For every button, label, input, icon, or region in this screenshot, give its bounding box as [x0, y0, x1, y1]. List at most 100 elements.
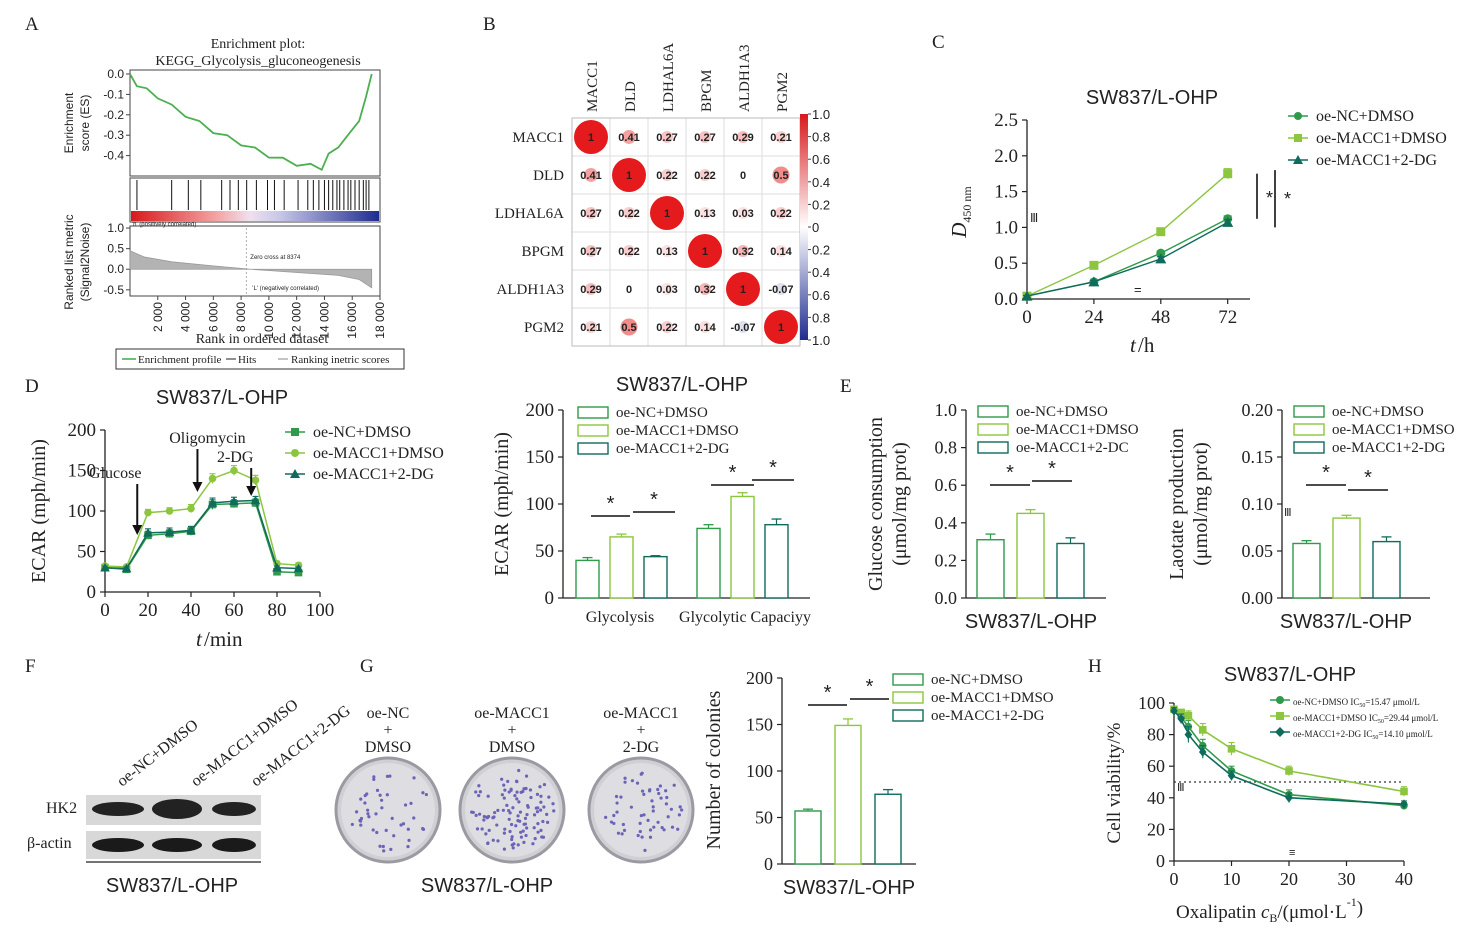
- colony-dot: [515, 790, 519, 794]
- colony-dot: [538, 785, 542, 789]
- legend-swatch: [977, 423, 1009, 436]
- y-tick-label: 0.05: [1242, 541, 1274, 561]
- zero-cross-label: Zero cross at 8374: [250, 255, 301, 261]
- heatmap-value: 1: [588, 132, 594, 144]
- heatmap-value: 0.14: [770, 246, 792, 258]
- heatmap-row-label: LDHAL6A: [495, 206, 564, 222]
- y-axis-label: ECAR (mph/min): [491, 432, 513, 576]
- colony-dot: [503, 827, 507, 831]
- bar: [575, 559, 600, 599]
- bar: [794, 810, 822, 865]
- y-tick-label: 200: [526, 400, 555, 421]
- heatmap-circle: [585, 283, 597, 295]
- x-category-label: Glycolysis: [586, 609, 654, 626]
- colony-dot: [363, 801, 367, 805]
- heatmap-value: 0.32: [732, 246, 753, 258]
- heatmap-value: 0.22: [656, 322, 677, 334]
- colony-dot: [524, 774, 529, 778]
- data-point: [1285, 793, 1293, 803]
- legend-marker: [1276, 712, 1284, 720]
- colony-dot: [516, 814, 520, 818]
- heatmap-value: 0.27: [580, 208, 601, 220]
- heatmap-circle: [574, 120, 608, 154]
- rank-x-tick-label: 16 000: [345, 302, 359, 339]
- data-point: [251, 476, 260, 485]
- rank-tick-label: 0.0: [107, 262, 124, 276]
- colony-dot: [424, 792, 428, 797]
- heatmap-value: 0.27: [694, 132, 715, 144]
- heatmap-value: 1: [702, 246, 708, 258]
- y-axis-label: Glucose consumption: [865, 417, 887, 591]
- heatmap-row-label: ALDH1A3: [497, 282, 565, 298]
- panel-label-D: D: [25, 376, 39, 397]
- colony-dot: [374, 812, 378, 816]
- y-tick-label: 0.10: [1242, 494, 1274, 514]
- y-tick-label: 40: [1147, 788, 1165, 808]
- colony-dot: [474, 790, 478, 794]
- plate-label: oe-MACC1: [474, 705, 550, 722]
- colony-dot: [547, 795, 551, 799]
- blot-row-label: β-actin: [27, 835, 72, 852]
- x-axis-label: SW837/L-OHP: [1280, 611, 1412, 633]
- heatmap-circle: [661, 321, 673, 333]
- colony-dot: [619, 795, 623, 799]
- data-point: [1156, 248, 1166, 258]
- sig-star: *: [729, 462, 737, 484]
- heatmap-circle: [661, 245, 673, 257]
- heatmap-circle: [585, 245, 597, 257]
- rank-x-tick-label: 10 000: [262, 302, 276, 339]
- colony-dot: [546, 820, 550, 824]
- y-tick-label: 100: [746, 761, 773, 781]
- colorbar-tick-label: 0.6: [812, 288, 830, 303]
- heatmap-col-label: MACC1: [585, 60, 601, 112]
- gsea-legend-box: [115, 348, 405, 370]
- plate-label: oe-MACC1: [603, 705, 679, 722]
- data-point: [1227, 745, 1236, 753]
- colony-dot: [662, 828, 666, 832]
- x-axis-label: Oxalipatin cB/(μmol·L-1): [1176, 895, 1363, 925]
- heatmap-circle: [623, 207, 635, 219]
- rank-x-tick-label: 4 000: [179, 302, 193, 332]
- legend-label: oe-NC+DMSO: [1316, 108, 1414, 125]
- panel-label-G: G: [360, 656, 374, 677]
- heatmap-circle: [699, 321, 711, 333]
- annotation-arrowhead: [246, 486, 257, 496]
- colony-dot: [629, 805, 634, 809]
- x-tick-label: 48: [1151, 307, 1170, 328]
- heatmap-value: 0.27: [580, 246, 601, 258]
- colony-dot: [604, 815, 608, 819]
- colony-dot: [371, 828, 375, 832]
- colony-dot: [642, 792, 646, 796]
- heatmap-value: 0: [740, 170, 746, 182]
- heatmap-value: 0.03: [732, 208, 753, 220]
- plate-label: +: [507, 722, 516, 739]
- annotation-arrowhead: [192, 482, 203, 492]
- y-tick-label: 2.0: [994, 146, 1018, 167]
- colony-dot: [651, 809, 655, 813]
- bar: [874, 793, 902, 865]
- colorbar-tick-label: 0.2: [812, 243, 830, 258]
- colony-dot: [517, 768, 521, 773]
- colony-dot: [551, 802, 555, 806]
- colony-dot: [392, 834, 396, 838]
- plate-label: DMSO: [489, 739, 535, 756]
- y-tick-label: 2.5: [994, 110, 1018, 131]
- rank-color-bar: [131, 211, 379, 221]
- mark: Ⅲ: [1030, 211, 1038, 225]
- data-point: [1177, 708, 1185, 717]
- heatmap-circle: [650, 196, 684, 230]
- colony-dot: [542, 782, 547, 787]
- heatmap-row-label: PGM2: [524, 320, 564, 336]
- colony-dot: [524, 833, 528, 838]
- colony-dot: [384, 828, 388, 832]
- colony-dot: [648, 835, 653, 839]
- y-axis-label: ECAR (mph/min): [28, 439, 50, 583]
- data-point: [293, 563, 304, 573]
- data-point: [143, 528, 153, 537]
- data-point: [164, 527, 175, 536]
- colony-dot: [506, 779, 510, 784]
- legend-item: [1270, 696, 1290, 704]
- series-line-0: [1026, 218, 1229, 297]
- colony-dot: [665, 795, 669, 800]
- legend-marker: [1294, 112, 1302, 120]
